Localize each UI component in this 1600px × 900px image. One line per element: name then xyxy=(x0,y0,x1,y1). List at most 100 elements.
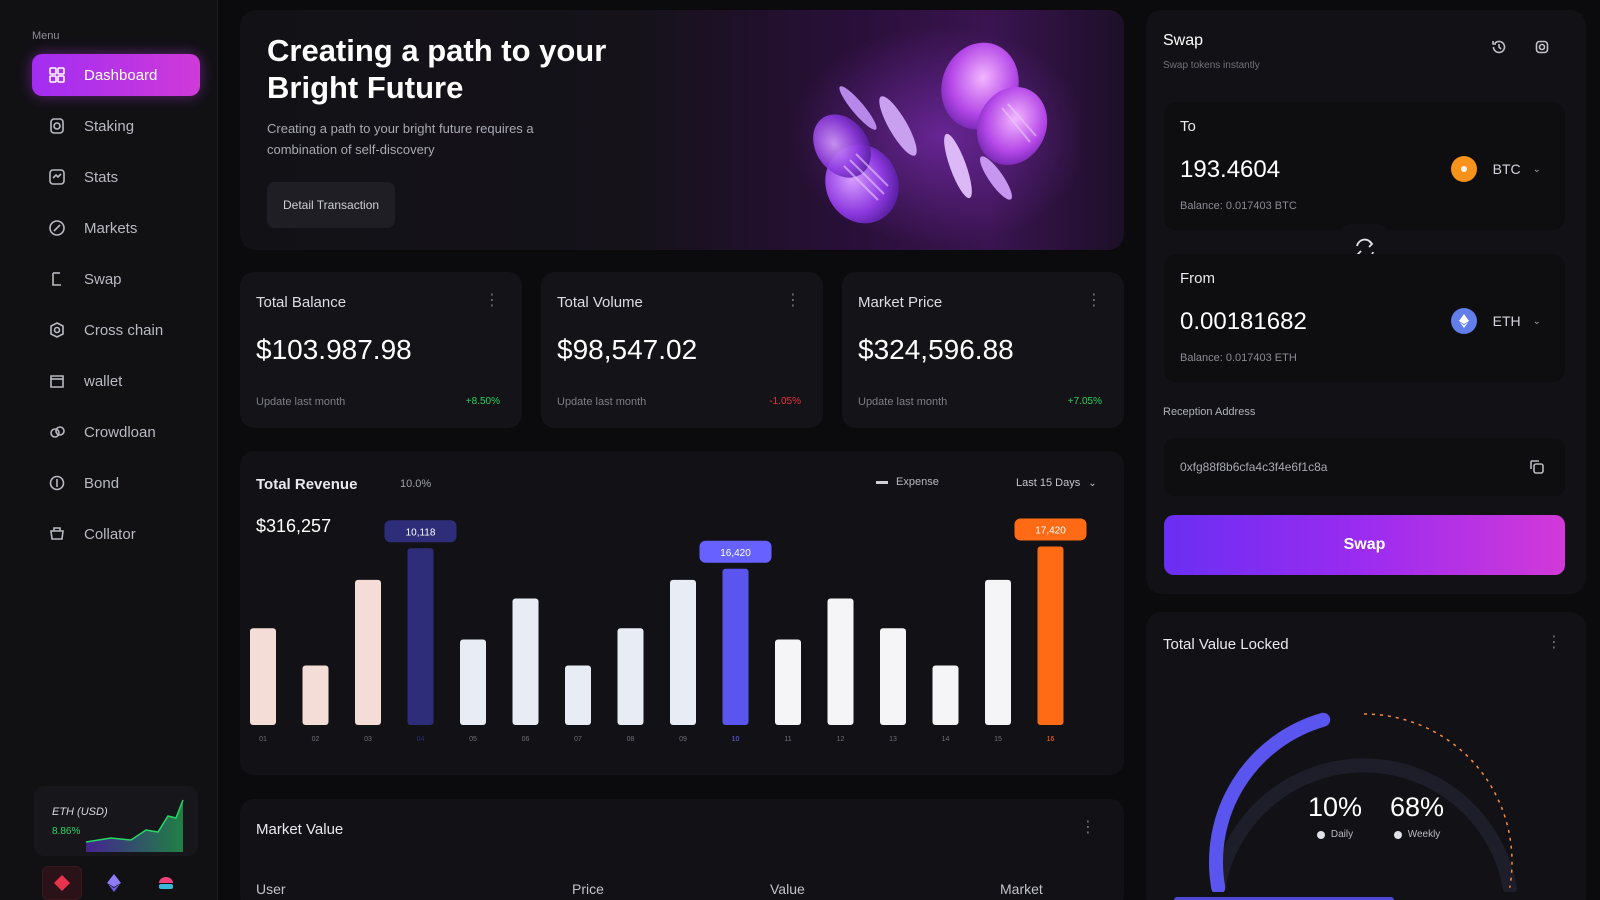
sidebar-item-label: Crowdloan xyxy=(84,423,156,441)
revenue-bar[interactable] xyxy=(722,568,749,725)
chevron-down-icon: ⌄ xyxy=(1532,163,1541,175)
sidebar-item-bond[interactable]: Bond xyxy=(32,462,200,504)
column-header-user[interactable]: User xyxy=(256,881,286,897)
dot-coin-icon[interactable] xyxy=(146,866,186,900)
x-tick-label: 13 xyxy=(889,736,897,743)
sidebar-item-markets[interactable]: Markets xyxy=(32,207,200,249)
mini-sparkline xyxy=(86,799,184,852)
tvl-daily-label: Daily xyxy=(1330,829,1354,840)
swap-to-amount[interactable]: 193.4604 xyxy=(1180,156,1281,183)
more-options-icon[interactable]: ⋮ xyxy=(1080,819,1096,836)
stat-label: Market Price xyxy=(858,294,943,311)
coin-switcher xyxy=(42,866,202,900)
btc-coin-icon xyxy=(1450,156,1477,182)
date-range-dropdown[interactable]: Last 15 Days ⌄ xyxy=(1004,469,1109,497)
ruby-coin-icon[interactable] xyxy=(42,866,82,900)
market-value-panel: Market Value ⋮ User Price Value Market xyxy=(240,799,1124,900)
hero-banner: Creating a path to your Bright Future Cr… xyxy=(240,10,1124,250)
revenue-bar[interactable] xyxy=(565,665,591,725)
x-tick-label: 06 xyxy=(522,736,530,743)
market-title: Market Value xyxy=(256,821,344,838)
bar-value-tooltip xyxy=(1014,518,1087,541)
to-token-selector[interactable]: BTC ⌄ xyxy=(1450,154,1541,184)
revenue-bar[interactable] xyxy=(512,598,539,725)
revenue-bar[interactable] xyxy=(460,639,486,725)
sidebar-item-staking[interactable]: Staking xyxy=(32,105,200,147)
stat-card-total-volume: Total Volume ⋮ $98,547.02 Update last mo… xyxy=(541,272,823,428)
reception-address-input[interactable] xyxy=(1164,438,1565,496)
revenue-bar[interactable] xyxy=(775,639,801,725)
swap-subtitle: Swap tokens instantly xyxy=(1163,60,1260,71)
stat-card-total-balance: Total Balance ⋮ $103.987.98 Update last … xyxy=(240,272,522,428)
stat-delta: +7.05% xyxy=(1067,396,1102,407)
settings-icon[interactable] xyxy=(1529,34,1555,60)
sidebar-item-stats[interactable]: Stats xyxy=(32,156,200,198)
sidebar-item-cross-chain[interactable]: Cross chain xyxy=(32,309,200,351)
more-options-icon[interactable]: ⋮ xyxy=(484,292,500,309)
detail-transaction-button[interactable]: Detail Transaction xyxy=(267,182,396,228)
revenue-bar[interactable] xyxy=(407,548,434,725)
revenue-bar[interactable] xyxy=(355,579,381,725)
column-header-value[interactable]: Value xyxy=(770,881,805,897)
revenue-bar[interactable] xyxy=(985,579,1011,725)
sidebar-item-label: Cross chain xyxy=(84,321,164,339)
collator-icon xyxy=(48,525,66,543)
column-header-price[interactable]: Price xyxy=(572,881,604,897)
tvl-values: 10% Daily 68% Weekly xyxy=(1294,792,1458,840)
swap-submit-button[interactable]: Swap xyxy=(1164,515,1565,575)
wallet-icon xyxy=(48,372,66,390)
coins-illustration xyxy=(790,26,1080,246)
swap-from-amount[interactable]: 0.00181682 xyxy=(1180,308,1307,335)
column-header-market[interactable]: Market xyxy=(1000,881,1043,897)
hero-subtitle: Creating a path to your bright future re… xyxy=(267,121,534,157)
revenue-bar[interactable] xyxy=(880,628,906,725)
x-tick-label: 03 xyxy=(364,736,372,743)
revenue-bar[interactable] xyxy=(302,665,329,725)
more-options-icon[interactable]: ⋮ xyxy=(785,292,801,309)
menu-label: Menu xyxy=(32,30,60,42)
stat-delta: +8.50% xyxy=(465,396,500,407)
revenue-total: $316,257 xyxy=(256,516,332,536)
more-options-icon[interactable]: ⋮ xyxy=(1546,634,1562,651)
sidebar-item-wallet[interactable]: wallet xyxy=(32,360,200,402)
eth-coin-icon[interactable] xyxy=(94,866,134,900)
revenue-badge: 10.0% xyxy=(400,478,432,490)
copy-icon[interactable] xyxy=(1524,454,1550,480)
total-revenue-panel: 01 02 03 04 10,118 05 06 07 08 09 10 16,420 11 12 13 14… xyxy=(240,451,1124,775)
swap-icon xyxy=(48,270,66,288)
revenue-bar[interactable] xyxy=(250,628,276,725)
eth-coin-icon xyxy=(1450,308,1477,334)
crowdloan-icon xyxy=(48,423,66,441)
revenue-bar[interactable] xyxy=(932,665,959,725)
mini-price-card[interactable]: ETH (USD) 8.86% xyxy=(34,786,198,856)
sidebar-item-label: Bond xyxy=(84,474,120,492)
revenue-bar[interactable] xyxy=(617,628,644,725)
x-tick-label: 02 xyxy=(312,736,320,743)
tvl-weekly-label: Weekly xyxy=(1407,829,1441,840)
sidebar-item-dashboard[interactable]: Dashboard xyxy=(32,54,200,96)
revenue-bar[interactable] xyxy=(1037,546,1064,725)
dashboard-icon xyxy=(48,66,66,84)
sidebar-item-label: Stats xyxy=(84,168,119,186)
revenue-bar[interactable] xyxy=(827,598,854,725)
sidebar-item-label: Dashboard xyxy=(84,66,158,84)
sidebar-item-collator[interactable]: Collator xyxy=(32,513,200,555)
stat-note: Update last month xyxy=(858,396,948,408)
more-options-icon[interactable]: ⋮ xyxy=(1086,292,1102,309)
stat-note: Update last month xyxy=(256,396,346,408)
sidebar-item-crowdloan[interactable]: Crowdloan xyxy=(32,411,200,453)
x-tick-label: 16 xyxy=(1047,736,1055,743)
revenue-bar[interactable] xyxy=(670,579,696,725)
tvl-weekly: 68% Weekly xyxy=(1376,792,1458,840)
sidebar-item-swap[interactable]: Swap xyxy=(32,258,200,300)
stat-label: Total Volume xyxy=(557,294,643,311)
to-token-label: BTC xyxy=(1492,161,1521,177)
swap-to-box: To 193.4604 Balance: 0.017403 BTC BTC ⌄ xyxy=(1164,102,1565,230)
stat-value: $103.987.98 xyxy=(256,334,412,365)
swap-to-label: To xyxy=(1180,118,1196,135)
history-icon[interactable] xyxy=(1486,34,1512,60)
sidebar: Menu Dashboard Staking Stats Markets Swap Cro… xyxy=(0,0,218,900)
x-tick-label: 04 xyxy=(417,736,425,743)
from-token-selector[interactable]: ETH ⌄ xyxy=(1450,306,1541,336)
x-tick-label: 08 xyxy=(627,736,635,743)
